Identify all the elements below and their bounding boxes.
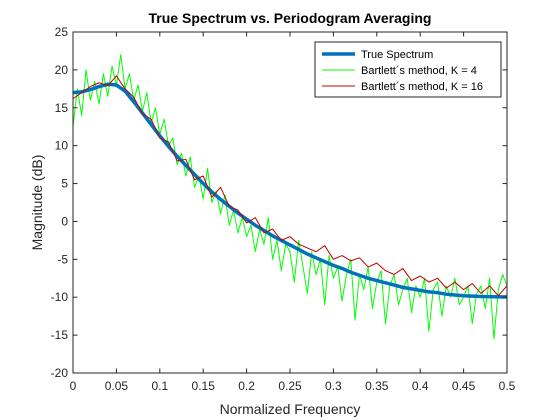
x-tick-label: 0.35 bbox=[365, 379, 389, 393]
y-axis: -20 -15 -10 -5 0 5 10 15 20 25 bbox=[51, 25, 507, 380]
y-tick-label: 15 bbox=[55, 101, 69, 115]
legend-label: Bartlett´s method, K = 4 bbox=[361, 65, 477, 77]
y-tick-label: -15 bbox=[51, 328, 69, 342]
x-tick-label: 0.3 bbox=[325, 379, 342, 393]
x-tick-label: 0.25 bbox=[278, 379, 302, 393]
series-layer bbox=[73, 54, 507, 340]
x-axis: 0 0.05 0.1 0.15 0.2 0.25 0.3 0.35 0.4 0.45 0.5 bbox=[70, 32, 516, 393]
y-tick-label: 20 bbox=[55, 63, 69, 77]
x-tick-label: 0.1 bbox=[151, 379, 168, 393]
y-tick-label: 25 bbox=[55, 25, 69, 39]
legend: True Spectrum Bartlett´s method, K = 4 Bar… bbox=[314, 41, 502, 98]
y-tick-label: -20 bbox=[51, 366, 69, 380]
y-tick-label: 10 bbox=[55, 139, 69, 153]
legend-label: True Spectrum bbox=[361, 49, 433, 61]
y-tick-label: -5 bbox=[57, 252, 68, 266]
x-tick-label: 0.05 bbox=[105, 379, 129, 393]
y-tick-label: -10 bbox=[51, 290, 69, 304]
y-tick-label: 0 bbox=[61, 214, 68, 228]
x-tick-label: 0 bbox=[70, 379, 77, 393]
series-line-2 bbox=[73, 75, 507, 297]
x-tick-label: 0.45 bbox=[452, 379, 476, 393]
y-tick-label: 5 bbox=[61, 177, 68, 191]
x-tick-label: 0.15 bbox=[192, 379, 216, 393]
x-tick-label: 0.5 bbox=[499, 379, 516, 393]
legend-label: Bartlett´s method, K = 16 bbox=[361, 81, 483, 93]
series-line-1 bbox=[73, 54, 507, 340]
chart-title: True Spectrum vs. Periodogram Averaging bbox=[149, 10, 432, 26]
x-tick-label: 0.4 bbox=[412, 379, 429, 393]
y-axis-label: Magnitude (dB) bbox=[29, 155, 45, 251]
x-axis-label: Normalized Frequency bbox=[220, 401, 361, 417]
x-tick-label: 0.2 bbox=[238, 379, 255, 393]
series-line-0 bbox=[73, 82, 507, 299]
